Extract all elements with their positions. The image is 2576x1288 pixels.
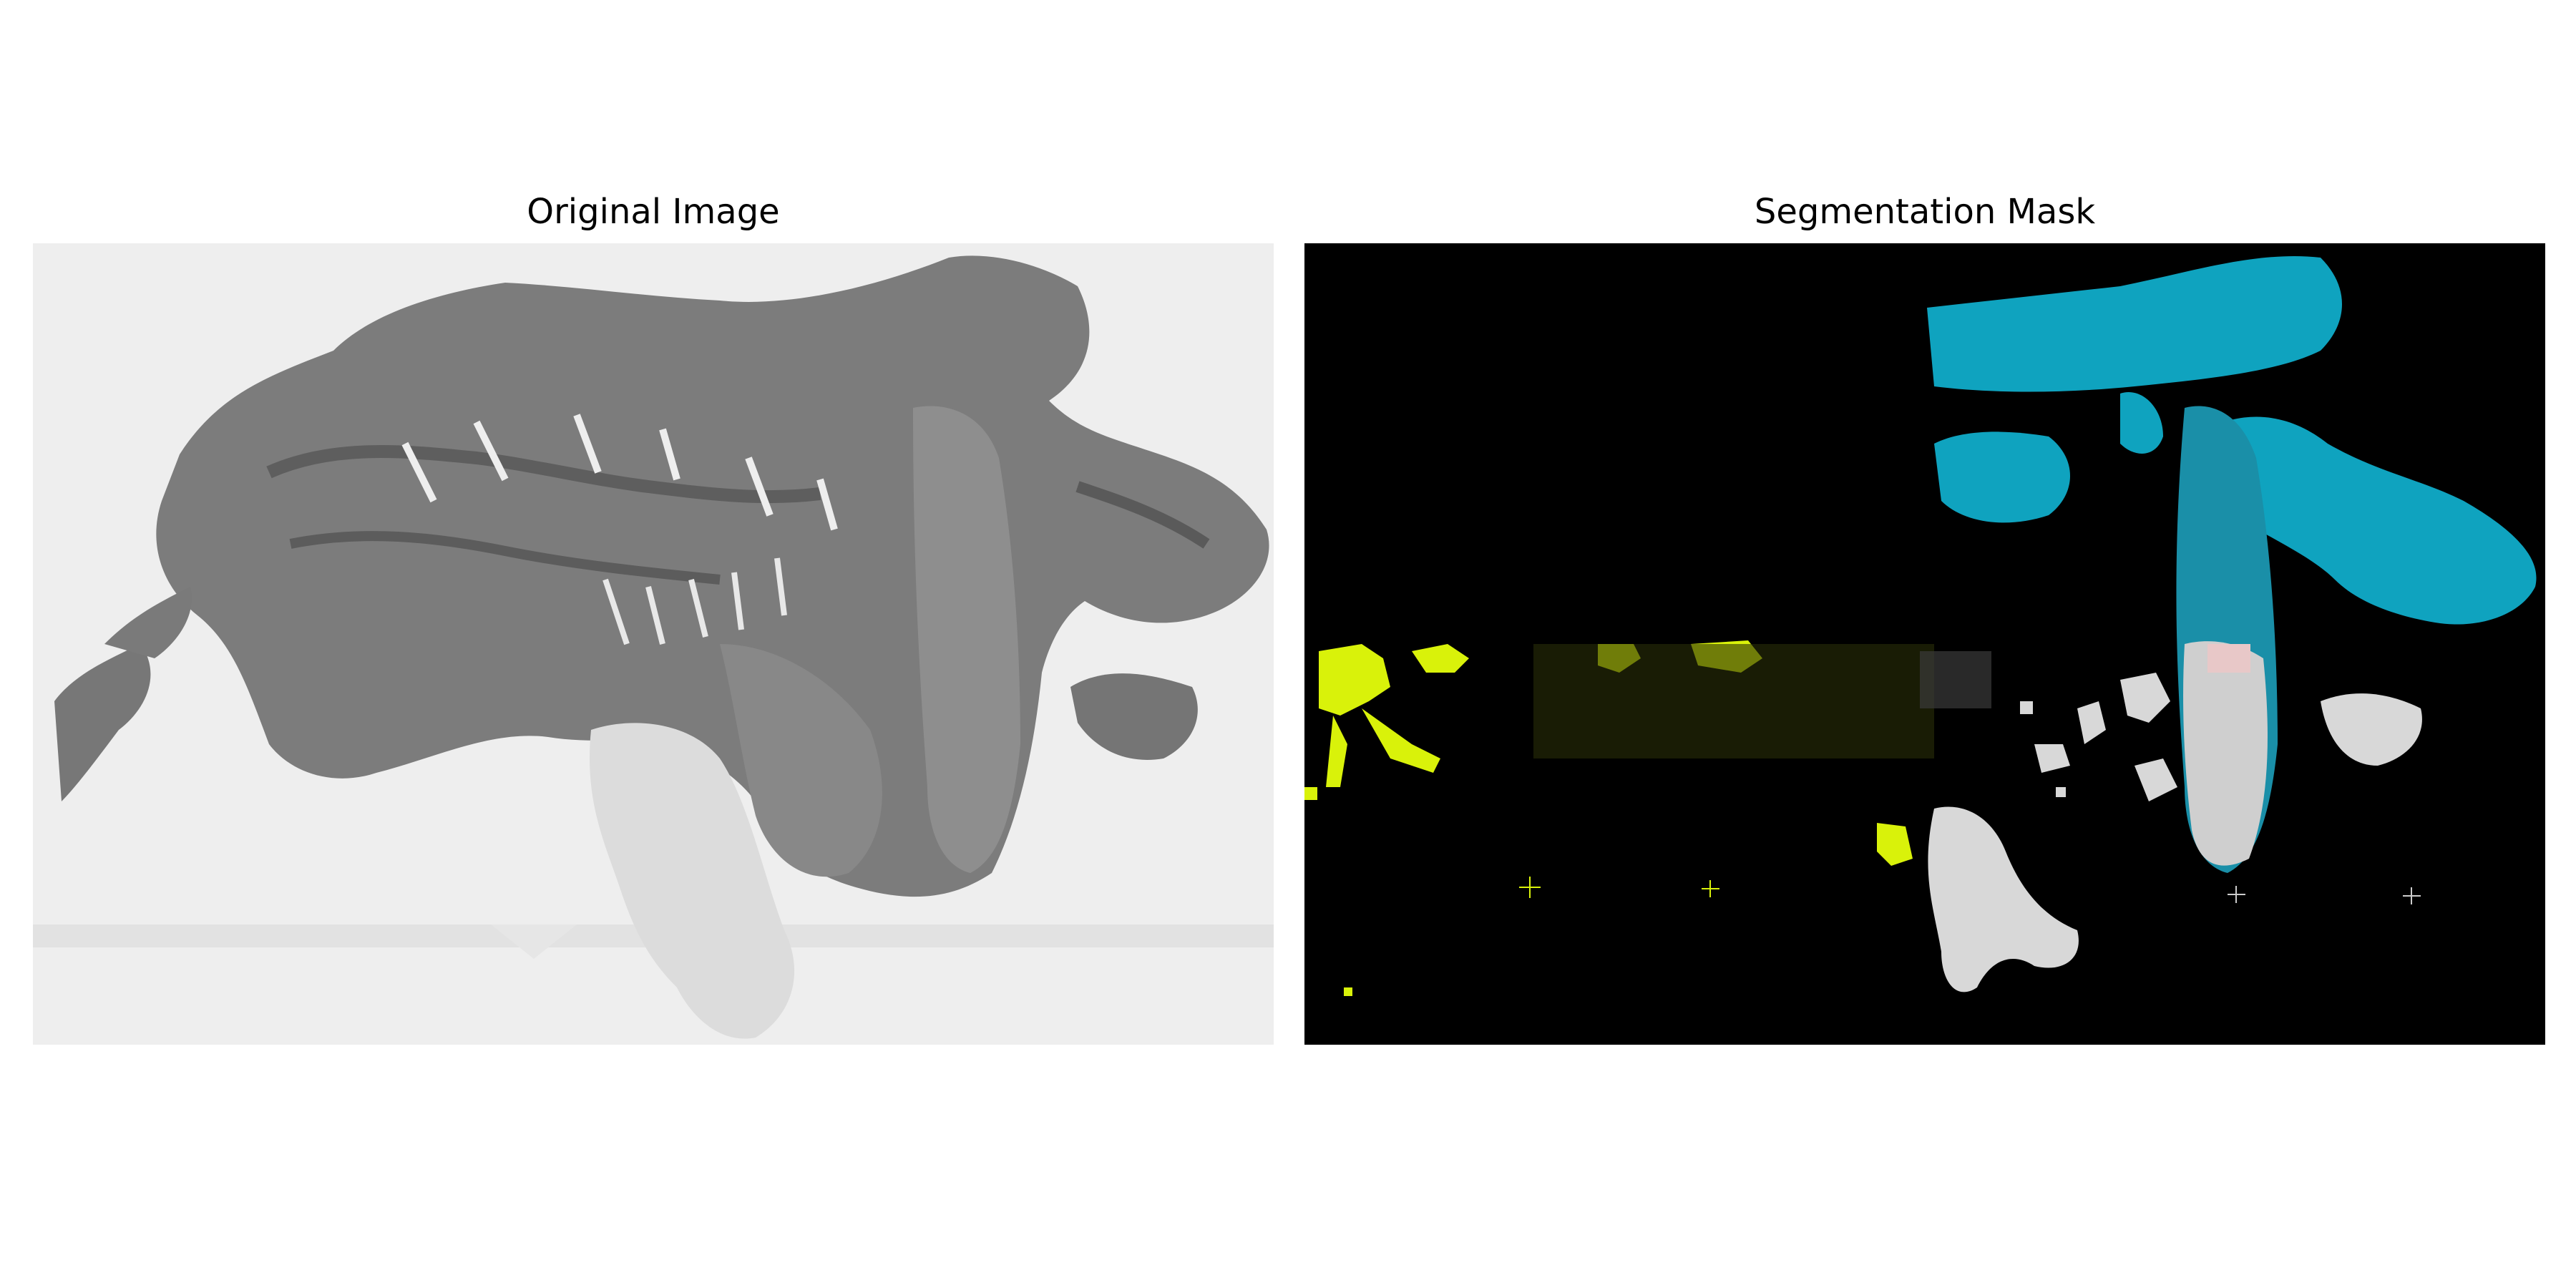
segmentation-mask-graphic bbox=[1304, 256, 2537, 996]
mask-cyan-regions bbox=[1927, 256, 2537, 625]
original-image-panel bbox=[33, 243, 1274, 1045]
tissue-column bbox=[913, 406, 1020, 873]
mask-white-regions bbox=[1928, 673, 2422, 992]
mask-crosshair-markers bbox=[1519, 877, 1719, 898]
tissue-pale bbox=[590, 723, 795, 1039]
segmentation-mask-title: Segmentation Mask bbox=[1754, 192, 2096, 232]
original-image-title: Original Image bbox=[527, 192, 780, 232]
segmentation-mask-panel bbox=[1304, 243, 2545, 1045]
original-image-graphic bbox=[33, 255, 1274, 1039]
